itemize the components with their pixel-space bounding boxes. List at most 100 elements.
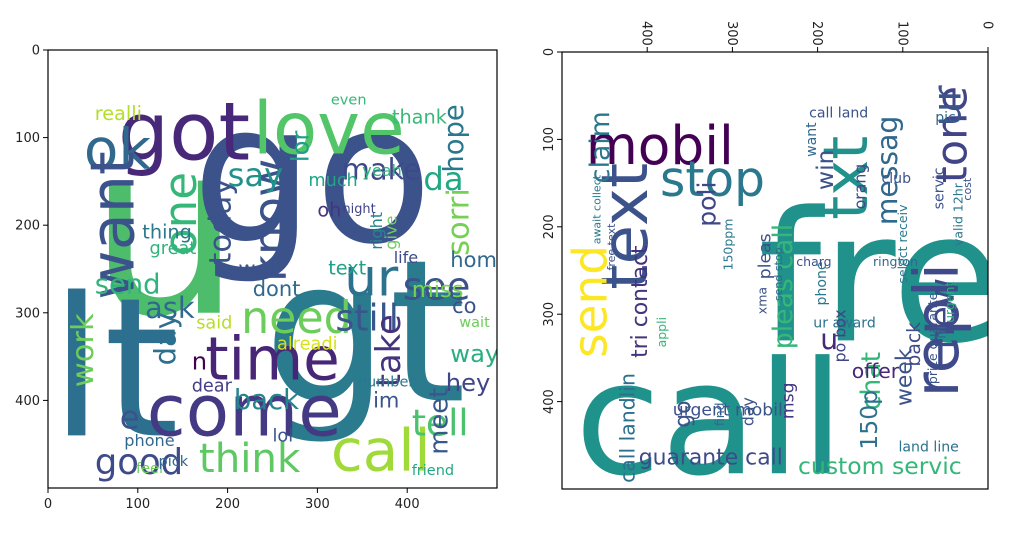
right-word-send-stop: send stop <box>772 247 785 301</box>
right-word-offer: offer <box>852 359 900 383</box>
right-word-new: new <box>923 278 963 349</box>
right-word-text: text <box>588 163 663 290</box>
left-word-take: take <box>369 314 408 387</box>
left-y-axis: 0 100 200 300 400 <box>15 44 48 409</box>
left-word-got: got <box>118 86 250 180</box>
right-word-club: club <box>882 171 912 187</box>
left-word-night: night <box>343 202 376 217</box>
right-word-back: back <box>904 322 925 367</box>
right-word-free: free <box>758 173 1026 383</box>
left-x-tick-label: 200 <box>215 497 240 512</box>
left-word-right: right <box>367 212 386 250</box>
left-word-lol: lol <box>273 427 294 447</box>
left-word-day: day <box>149 312 183 365</box>
left-word-e: e <box>120 398 140 436</box>
left-word-make: make <box>342 153 422 187</box>
left-word-send: send <box>95 270 161 301</box>
left-word-today: today <box>203 178 238 265</box>
right-word-poli: poli <box>692 182 721 227</box>
right-word-tri-contact: tri contact <box>628 245 653 358</box>
left-word-pick: pick <box>159 454 189 470</box>
right-y-tick-label: 200 <box>542 214 557 239</box>
left-word-life: life <box>394 248 419 267</box>
right-x-tick-label: 200 <box>809 21 824 46</box>
right-word-urgent: urgent <box>942 282 957 323</box>
right-word-messag: messag <box>871 116 904 225</box>
right-word-claim: claim <box>585 111 616 183</box>
right-word-win: win <box>811 149 839 190</box>
left-y-tick-label: 200 <box>15 219 40 234</box>
right-word-ur: ur <box>926 84 971 126</box>
left-word-need: need <box>241 293 352 344</box>
right-word-hi: hi <box>933 326 949 339</box>
left-word-meet: meet <box>425 388 455 455</box>
left-word-hope: hope <box>439 104 470 172</box>
right-word-go: go <box>671 401 696 428</box>
left-word-time: time <box>205 325 340 394</box>
left-word-ok: ok <box>84 117 152 182</box>
left-word-give: give <box>381 215 400 249</box>
right-word-tone: tone <box>928 86 978 183</box>
right-axes-frame <box>561 51 989 490</box>
right-y-tick-label: 400 <box>542 389 557 414</box>
left-word-oh: oh <box>317 198 341 221</box>
right-word-chat: chat <box>856 352 887 410</box>
left-word-dont: dont <box>253 277 301 301</box>
right-word-po-box: po box <box>831 309 850 362</box>
left-word-gt: gt <box>264 217 467 447</box>
left-word-dear: dear <box>192 377 233 397</box>
left-word-ask: ask <box>145 291 195 325</box>
left-y-tick-label: 300 <box>15 306 40 321</box>
right-word-day: day <box>739 397 758 426</box>
left-word-great: great <box>150 239 197 259</box>
left-word-go: go <box>192 61 433 287</box>
left-word-think: think <box>199 435 301 482</box>
right-word-prize-guarante: prize guarante <box>925 292 940 384</box>
left-word-alreadi: alreadi <box>277 335 338 355</box>
left-word-love: love <box>253 87 405 171</box>
left-word-even: even <box>331 92 367 108</box>
left-y-tick-label: 400 <box>15 394 40 409</box>
left-word-thing: thing <box>142 220 192 243</box>
left-word-come: come <box>147 369 342 452</box>
left-word-u: u <box>88 90 241 371</box>
right-x-tick-label: 300 <box>724 21 739 46</box>
left-word-say: say <box>228 156 284 194</box>
right-word-msg: msg <box>779 382 799 419</box>
left-word-yeah: yeah <box>362 161 402 180</box>
left-word-well: well <box>238 257 280 281</box>
right-word-await-collect: await collect <box>590 174 603 244</box>
right-word-xma: xma <box>755 287 770 314</box>
left-word-still: still <box>335 296 398 339</box>
right-word-week: week <box>892 348 917 406</box>
left-word-text: text <box>328 256 366 279</box>
right-word-free-text: free text <box>605 223 618 271</box>
left-word-know: know <box>244 159 298 282</box>
left-word-want: want <box>78 151 148 299</box>
left-word-thank: thank <box>392 106 448 129</box>
right-word-150p: 150p <box>855 390 883 450</box>
left-word-tell: tell <box>412 401 469 444</box>
right-word-guarante-call: guarante call <box>639 446 783 471</box>
left-word-hey: hey <box>446 369 491 397</box>
left-x-axis: 0 100 200 300 400 <box>44 488 420 512</box>
right-word-charg: charg <box>796 254 831 269</box>
right-word-want: want <box>804 122 820 157</box>
left-x-tick-label: 300 <box>305 497 330 512</box>
left-word-good: good <box>95 442 184 483</box>
right-word-servic: servic <box>932 167 948 209</box>
left-word-work: work <box>66 313 101 387</box>
right-word-valid-12hr: valid 12hr <box>950 182 965 246</box>
left-word-miss: miss <box>412 277 464 303</box>
left-word-phone: phone <box>124 431 174 450</box>
right-word-mobil: mobil <box>586 115 734 177</box>
right-word-land-line: land line <box>899 439 959 455</box>
right-word-custom-servic: custom servic <box>798 452 962 480</box>
left-x-tick-label: 0 <box>44 497 52 512</box>
left-word-said: said <box>196 314 232 334</box>
left-word-number: number <box>358 374 415 390</box>
right-x-tick-label: 400 <box>639 21 654 46</box>
